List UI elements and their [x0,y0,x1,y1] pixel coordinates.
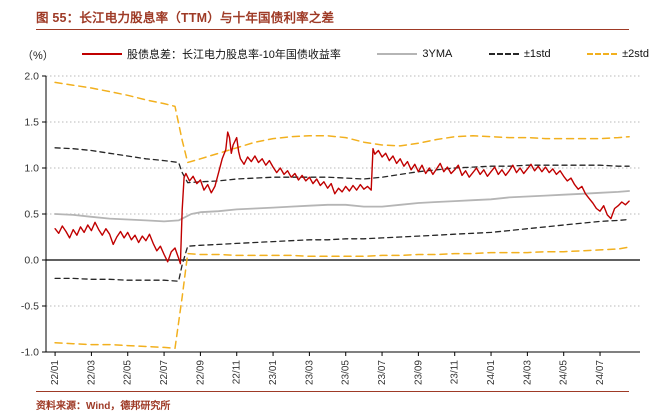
chart-canvas: 2.0 1.5 1.0 0.5 0.0 -0.5 -1.0 22/01 22/03 22/05 22… [21,71,640,386]
footer-divider [36,391,629,392]
chart-legend: 股债息差：长江电力股息率-10年国债收益率 3YMA ±1std ±2std [82,46,649,62]
y-tick-label: -0.5 [21,301,39,313]
y-axis-unit-label: （%） [22,50,54,62]
x-tick-label: 22/09 [195,360,206,385]
solid-line-swatch [377,53,418,55]
x-tick-label: 23/01 [268,360,279,385]
gridlines [46,75,640,307]
solid-line-swatch [82,53,122,55]
x-tick-label: 23/03 [304,360,315,385]
series-+1std [54,147,630,184]
dashed-line-swatch [587,53,618,55]
x-tick-label: 22/03 [86,360,97,385]
series--2std [54,246,630,350]
dashed-line-swatch [488,53,519,55]
x-tick-label: 23/11 [450,360,461,385]
x-tick-label: 24/05 [559,360,570,385]
y-tick-label: -1.0 [21,347,39,359]
x-tick-label: 23/05 [341,360,352,385]
axis-labels: 2.0 1.5 1.0 0.5 0.0 -0.5 -1.0 22/01 22/03 22/05 22… [21,71,606,386]
y-tick-label: 1.0 [24,163,39,175]
x-tick-label: 23/07 [377,360,388,385]
source-note: 资料来源：Wind，德邦研究所 [36,401,171,412]
series-lines [54,81,630,350]
legend-label: ±1std [523,48,551,60]
legend-item-2: 3YMA [377,48,452,60]
series-股债息差：长江电力股息率-10年国债收益率 [54,131,630,265]
x-tick-label: 22/07 [159,360,170,385]
axes [42,75,640,356]
y-tick-label: 2.0 [24,71,39,83]
y-tick-label: 1.5 [24,117,39,129]
legend-label: 3YMA [422,48,453,60]
figure-title: 图 55：长江电力股息率（TTM）与十年国债利率之差 [36,11,335,25]
series-3YMA [54,190,630,223]
legend-label: ±2std [622,48,649,60]
x-tick-label: 24/03 [522,360,533,385]
legend-item-3: ±1std [488,48,551,60]
x-tick-label: 24/07 [595,360,606,385]
legend-label: 股债息差：长江电力股息率-10年国债收益率 [127,49,341,61]
x-tick-label: 22/05 [123,360,134,385]
x-tick-label: 22/01 [50,360,61,385]
header-divider [36,29,629,30]
x-tick-label: 23/09 [413,360,424,385]
y-tick-label: 0.0 [24,255,39,267]
x-tick-label: 24/01 [486,360,497,385]
x-tick-label: 22/11 [232,360,243,385]
series--1std [54,218,630,282]
legend-item-1: 股债息差：长江电力股息率-10年国债收益率 [82,46,341,62]
series-+2std [54,81,630,164]
y-tick-label: 0.5 [24,209,39,221]
legend-item-4: ±2std [587,48,649,60]
